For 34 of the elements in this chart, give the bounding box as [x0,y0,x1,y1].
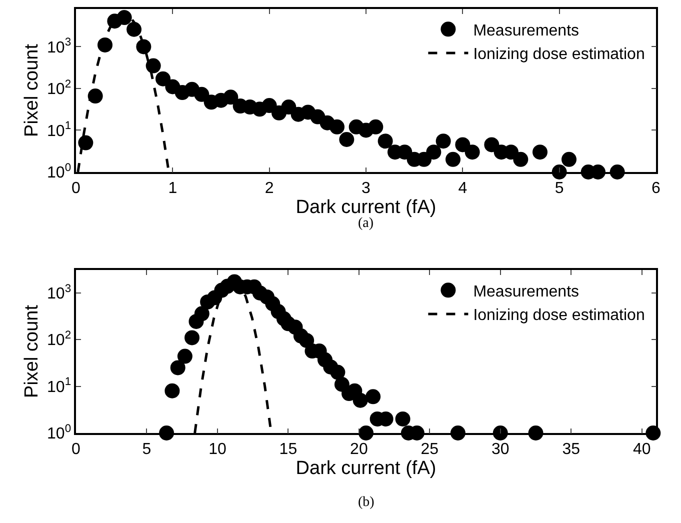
x-tick-label: 5 [142,440,152,458]
x-axis-title: Dark current (fA) [296,196,436,218]
x-axis-title: Dark current (fA) [296,458,436,479]
legend-label: Ionizing dose estimation [473,307,645,324]
x-tick-label: 15 [279,440,298,458]
legend-label: Ionizing dose estimation [473,46,645,64]
y-tick-label: 10$^{3}$ [47,282,72,303]
x-tick-label: 10 [208,440,226,458]
x-tick-label: 40 [632,440,651,458]
x-tick-label: 35 [562,440,580,458]
x-tick-label: 30 [491,440,510,458]
y-tick-label: 10$^{0}$ [47,162,72,182]
x-tick-label: 0 [72,180,81,197]
x-tick-label: 4 [458,180,468,197]
y-tick-label: 10$^{0}$ [47,422,72,443]
y-tick-label: 10$^{3}$ [47,36,72,56]
y-tick-label: 10$^{2}$ [47,78,72,98]
y-tick-label: 10$^{1}$ [47,120,72,140]
x-tick-label: 25 [420,440,439,458]
text: (a) [358,216,374,231]
legend-label: Measurements [473,283,580,300]
y-axis-title: Pixel count [21,43,42,137]
y-axis-title: Pixel count [21,304,42,398]
x-tick-label: 5 [554,180,564,197]
x-tick-label: 3 [362,180,371,197]
x-tick-label: 0 [72,440,81,458]
x-tick-label: 6 [652,180,661,197]
y-tick-label: 10$^{2}$ [47,330,72,350]
x-tick-label: 20 [350,440,368,458]
legend-label: Measurements [473,22,580,40]
text: (b) [358,495,375,510]
y-tick-label: 10$^{1}$ [47,376,72,396]
x-tick-label: 1 [168,180,178,197]
x-tick-label: 2 [264,180,274,197]
